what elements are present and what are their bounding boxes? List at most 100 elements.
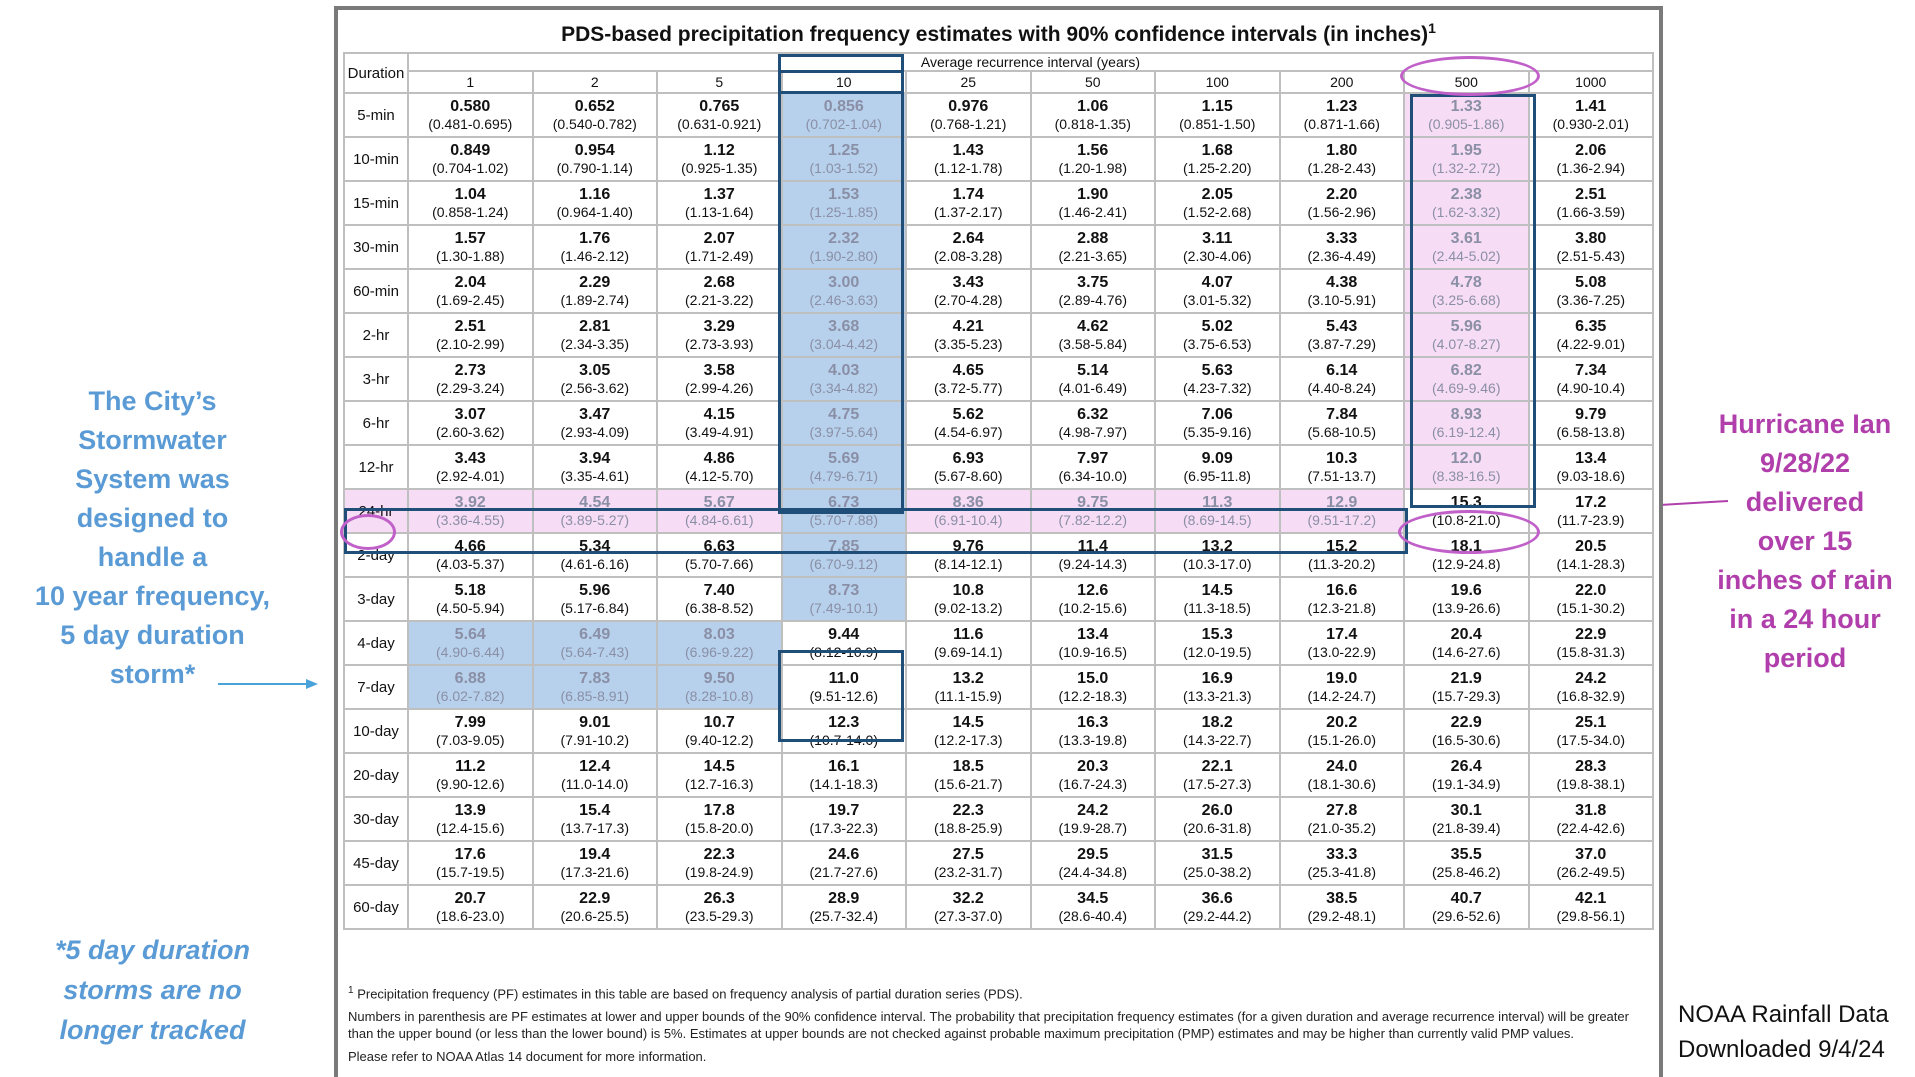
- pf-value: 2.68: [703, 274, 735, 291]
- pf-value: 6.93: [952, 450, 984, 467]
- pf-cell: 13.9 (12.4-15.6): [407, 796, 534, 842]
- pf-confidence-interval: (4.90-10.4): [1556, 380, 1625, 396]
- pf-confidence-interval: (2.70-4.28): [934, 292, 1003, 308]
- pf-confidence-interval: (3.01-5.32): [1183, 292, 1252, 308]
- pf-cell: 2.07 (1.71-2.49): [656, 224, 783, 270]
- pf-value: 12.3: [828, 714, 860, 731]
- pf-confidence-interval: (19.1-34.9): [1432, 776, 1501, 792]
- pf-value: 0.954: [574, 142, 615, 159]
- pf-confidence-interval: (7.91-10.2): [560, 732, 629, 748]
- pf-cell: 14.5 (12.2-17.3): [905, 708, 1032, 754]
- pf-confidence-interval: (3.34-4.82): [809, 380, 878, 396]
- pf-cell: 7.34 (4.90-10.4): [1527, 356, 1654, 402]
- pf-confidence-interval: (1.36-2.94): [1556, 160, 1625, 176]
- pf-cell: 22.1 (17.5-27.3): [1154, 752, 1281, 798]
- pf-confidence-interval: (8.28-10.8): [685, 688, 754, 704]
- pf-cell: 9.75 (7.82-12.2): [1029, 488, 1156, 534]
- pf-value: 0.580: [450, 98, 491, 115]
- interval-header-500: 500: [1403, 70, 1530, 94]
- right-note-line: delivered: [1745, 487, 1865, 517]
- pf-value: 3.47: [579, 406, 611, 423]
- pf-value: 10.3: [1326, 450, 1358, 467]
- pf-value: 9.75: [1077, 494, 1109, 511]
- pf-value: 5.62: [952, 406, 984, 423]
- pf-cell: 20.3 (16.7-24.3): [1029, 752, 1156, 798]
- pf-cell: 1.68 (1.25-2.20): [1154, 136, 1281, 182]
- pf-value: 2.07: [703, 230, 735, 247]
- pf-cell: 15.3 (10.8-21.0): [1403, 488, 1530, 534]
- pf-confidence-interval: (1.56-2.96): [1307, 204, 1376, 220]
- pf-confidence-interval: (13.3-21.3): [1183, 688, 1252, 704]
- pf-confidence-interval: (3.36-4.55): [436, 512, 505, 528]
- pf-cell: 11.2 (9.90-12.6): [407, 752, 534, 798]
- pf-value: 1.33: [1450, 98, 1482, 115]
- pf-confidence-interval: (12.3-21.8): [1307, 600, 1376, 616]
- pf-cell: 9.01 (7.91-10.2): [531, 708, 658, 754]
- pf-cell: 6.88 (6.02-7.82): [407, 664, 534, 710]
- duration-label: 4-day: [343, 620, 409, 666]
- duration-label: 7-day: [343, 664, 409, 710]
- duration-label: 6-hr: [343, 400, 409, 446]
- pf-confidence-interval: (12.2-17.3): [934, 732, 1003, 748]
- pf-confidence-interval: (2.93-4.09): [560, 424, 629, 440]
- pf-value: 1.23: [1326, 98, 1358, 115]
- pf-confidence-interval: (3.35-5.23): [934, 336, 1003, 352]
- duration-label: 3-hr: [343, 356, 409, 402]
- pf-cell: 22.3 (19.8-24.9): [656, 840, 783, 886]
- pf-confidence-interval: (3.36-7.25): [1556, 292, 1625, 308]
- pf-value: 1.37: [703, 186, 735, 203]
- pf-cell: 1.56 (1.20-1.98): [1029, 136, 1156, 182]
- pf-value: 2.06: [1575, 142, 1607, 159]
- pf-confidence-interval: (5.64-7.43): [560, 644, 629, 660]
- pf-confidence-interval: (17.3-22.3): [809, 820, 878, 836]
- pf-confidence-interval: (5.70-7.66): [685, 556, 754, 572]
- interval-header-25: 25: [905, 70, 1032, 94]
- pf-cell: 4.38 (3.10-5.91): [1278, 268, 1405, 314]
- pf-value: 5.64: [454, 626, 486, 643]
- pf-value: 3.61: [1450, 230, 1482, 247]
- pf-confidence-interval: (3.72-5.77): [934, 380, 1003, 396]
- pf-confidence-interval: (0.905-1.86): [1428, 116, 1505, 132]
- pf-cell: 2.88 (2.21-3.65): [1029, 224, 1156, 270]
- pf-confidence-interval: (0.540-0.782): [552, 116, 637, 132]
- pf-confidence-interval: (11.0-14.0): [561, 776, 629, 792]
- pf-value: 6.35: [1575, 318, 1607, 335]
- pf-cell: 2.51 (1.66-3.59): [1527, 180, 1654, 226]
- pf-cell: 1.95 (1.32-2.72): [1403, 136, 1530, 182]
- pf-value: 32.2: [952, 890, 984, 907]
- pf-confidence-interval: (1.71-2.49): [685, 248, 754, 264]
- pf-table-panel: PDS-based precipitation frequency estima…: [334, 6, 1663, 1077]
- pf-confidence-interval: (3.10-5.91): [1307, 292, 1376, 308]
- pf-value: 8.36: [952, 494, 984, 511]
- left-note-line: System was: [75, 464, 230, 494]
- pf-cell: 28.9 (25.7-32.4): [780, 884, 907, 930]
- pf-confidence-interval: (10.8-21.0): [1432, 512, 1501, 528]
- pf-confidence-interval: (2.89-4.76): [1058, 292, 1127, 308]
- pf-confidence-interval: (10.9-16.5): [1058, 644, 1127, 660]
- pf-value: 26.4: [1450, 758, 1482, 775]
- pf-value: 7.97: [1077, 450, 1109, 467]
- pf-cell: 18.1 (12.9-24.8): [1403, 532, 1530, 578]
- duration-label: 24-hr: [343, 488, 409, 534]
- pf-cell: 5.62 (4.54-6.97): [905, 400, 1032, 446]
- pf-cell: 26.4 (19.1-34.9): [1403, 752, 1530, 798]
- left-note-line: Stormwater: [78, 425, 227, 455]
- pf-value: 22.9: [579, 890, 611, 907]
- pf-confidence-interval: (15.6-21.7): [934, 776, 1003, 792]
- pf-value: 2.73: [454, 362, 486, 379]
- pf-cell: 6.14 (4.40-8.24): [1278, 356, 1405, 402]
- duration-label: 30-day: [343, 796, 409, 842]
- pf-cell: 1.33 (0.905-1.86): [1403, 92, 1530, 138]
- pf-confidence-interval: (14.2-24.7): [1307, 688, 1376, 704]
- pf-confidence-interval: (3.58-5.84): [1058, 336, 1127, 352]
- pf-value: 0.976: [948, 98, 989, 115]
- pf-cell: 12.9 (9.51-17.2): [1278, 488, 1405, 534]
- pf-value: 13.9: [454, 802, 486, 819]
- pf-cell: 2.38 (1.62-3.32): [1403, 180, 1530, 226]
- pf-confidence-interval: (25.3-41.8): [1307, 864, 1376, 880]
- pf-cell: 4.15 (3.49-4.91): [656, 400, 783, 446]
- pf-confidence-interval: (1.46-2.12): [560, 248, 629, 264]
- pf-cell: 6.82 (4.69-9.46): [1403, 356, 1530, 402]
- pf-confidence-interval: (6.96-9.22): [685, 644, 754, 660]
- pf-value: 30.1: [1450, 802, 1482, 819]
